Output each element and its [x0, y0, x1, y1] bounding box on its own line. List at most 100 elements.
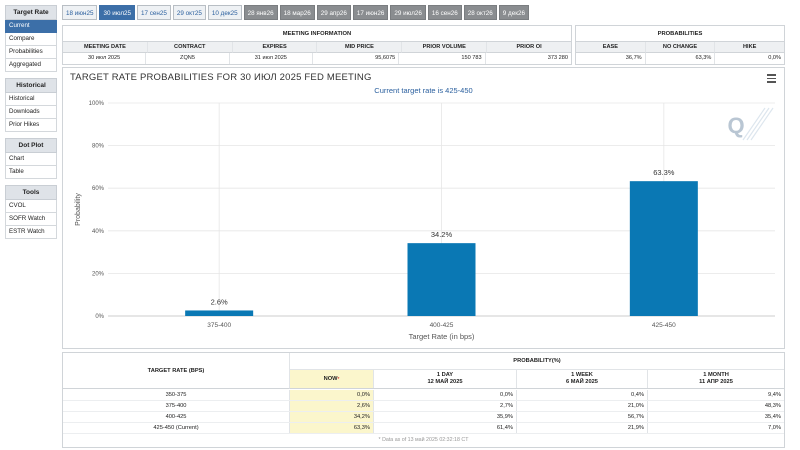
period-date: 6 МАЙ 2025	[566, 379, 598, 385]
probability-header: HIKE	[715, 42, 785, 53]
one-day-probability-cell: 2,7%	[374, 401, 517, 411]
meeting-info-value: ZQN5	[146, 53, 230, 64]
hamburger-menu-icon[interactable]	[767, 74, 776, 83]
sidebar-item[interactable]: Probabilities	[5, 46, 57, 59]
sidebar-item[interactable]: CVOL	[5, 200, 57, 213]
sidebar-item[interactable]: Compare	[5, 33, 57, 46]
sidebar-item[interactable]: ESTR Watch	[5, 226, 57, 239]
period-date: 12 МАЙ 2025	[427, 379, 463, 385]
now-probability-cell: 2,6%	[290, 401, 374, 411]
meeting-info-value: 150 783	[399, 53, 486, 64]
meeting-tab[interactable]: 16 сен26	[427, 5, 462, 20]
meeting-info-header: MEETING DATE	[63, 42, 148, 53]
target-rate-cell: 400-425	[63, 412, 290, 422]
probability-header: NO CHANGE	[645, 42, 716, 53]
meeting-info-header: PRIOR VOLUME	[402, 42, 488, 53]
period-label: 1 WEEK	[571, 372, 593, 378]
bar[interactable]	[185, 310, 254, 316]
meeting-tab[interactable]: 18 июн25	[62, 5, 98, 20]
data-timestamp-footnote: * Data as of 13 май 2025 02:32:18 CT	[378, 437, 469, 443]
sidebar-group-title: Historical	[5, 78, 57, 93]
meeting-tab[interactable]: 29 окт25	[172, 5, 206, 20]
sidebar-item[interactable]: SOFR Watch	[5, 213, 57, 226]
meeting-tab[interactable]: 18 мар26	[279, 5, 315, 20]
watermark-stripe	[746, 107, 770, 141]
y-axis-label: Probability	[75, 193, 82, 226]
meeting-information-table: MEETING INFORMATION MEETING DATE CONTRACT…	[62, 25, 572, 65]
meeting-info-value: 30 июл 2025	[63, 53, 147, 64]
table-row: 400-425 34,2% 35,9% 56,7% 35,4%	[63, 412, 784, 423]
sidebar-item[interactable]: Downloads	[5, 106, 57, 119]
one-day-probability-cell: 35,9%	[374, 412, 517, 422]
x-tick-label: 425-450	[652, 322, 676, 329]
sidebar-group-title: Tools	[5, 185, 57, 200]
period-date: 11 АПР 2025	[699, 379, 733, 385]
sidebar-group: Tools CVOL SOFR Watch ESTR Watch	[5, 185, 57, 239]
probability-group-header: PROBABILITY(%)	[290, 353, 784, 370]
meeting-tab[interactable]: 28 окт26	[463, 5, 497, 20]
table-row: 425-450 (Current) 63,3% 61,4% 21,9% 7,0%	[63, 423, 784, 434]
meeting-information-title: MEETING INFORMATION	[63, 26, 571, 42]
table-row: 375-400 2,6% 2,7% 21,0% 48,3%	[63, 401, 784, 412]
bar-data-label: 63.3%	[653, 168, 675, 177]
probability-value: 36,7%	[576, 53, 646, 64]
one-week-probability-cell: 21,0%	[517, 401, 648, 411]
period-header: 1 WEEK 6 МАЙ 2025	[517, 370, 648, 388]
meeting-tab[interactable]: 9 дек26	[498, 5, 529, 20]
sidebar-group: Target Rate Current Compare Probabilities Ag…	[5, 5, 57, 72]
now-header: NOW *	[290, 370, 374, 388]
y-tick-label: 60%	[92, 186, 105, 192]
sidebar-item[interactable]: Current	[5, 20, 57, 33]
x-axis-label: Target Rate (in bps)	[409, 332, 475, 341]
meeting-tab[interactable]: 17 июн26	[352, 5, 389, 20]
meeting-tab[interactable]: 17 сен25	[137, 5, 171, 20]
period-header: 1 MONTH 11 АПР 2025	[648, 370, 784, 388]
sidebar-item[interactable]: Chart	[5, 153, 57, 166]
probability-value: 0,0%	[768, 55, 782, 61]
meeting-tab[interactable]: 29 июл26	[390, 5, 426, 20]
meeting-tab[interactable]: 29 апр26	[316, 5, 351, 20]
chart-panel: Q 0% 20% 40% 60% 80% 100% 2.6% 375-400 34.2% 400-4…	[62, 67, 785, 349]
sidebar-item[interactable]: Table	[5, 166, 57, 179]
sidebar: Target Rate Current Compare Probabilities Ag…	[5, 5, 57, 245]
bar[interactable]	[407, 243, 476, 316]
chart-title: TARGET RATE PROBABILITIES FOR 30 ИЮЛ 202…	[70, 72, 372, 83]
one-day-probability-cell: 61,4%	[374, 423, 517, 433]
bar[interactable]	[629, 181, 698, 316]
one-week-probability-cell: 21,9%	[517, 423, 648, 433]
now-probability-cell: 0,0%	[290, 390, 374, 400]
meeting-tab[interactable]: 28 янв26	[243, 5, 278, 20]
sidebar-group: Dot Plot Chart Table	[5, 138, 57, 179]
meeting-info-header: CONTRACT	[147, 42, 233, 53]
now-probability-cell: 34,2%	[290, 412, 374, 422]
bar-data-label: 2.6%	[211, 297, 228, 306]
sidebar-group-title: Dot Plot	[5, 138, 57, 153]
probability-value: 63,3%	[646, 53, 716, 64]
probability-chart: Q 0% 20% 40% 60% 80% 100% 2.6% 375-400 34.2% 400-4…	[75, 101, 775, 341]
meeting-info-header: MID PRICE	[317, 42, 403, 53]
table-row: 350-375 0,0% 0,0% 0,4% 9,4%	[63, 390, 784, 401]
meeting-info-value: 373 280	[547, 55, 568, 61]
target-rate-cell: 350-375	[63, 390, 290, 400]
x-tick-label: 400-425	[430, 322, 454, 329]
target-rate-cell: 425-450 (Current)	[63, 423, 290, 433]
one-week-probability-cell: 0,4%	[517, 390, 648, 400]
sidebar-item[interactable]: Prior Hikes	[5, 119, 57, 132]
now-footnote-marker: *	[337, 376, 340, 382]
bar-data-label: 34.2%	[431, 230, 453, 239]
meeting-tab[interactable]: 30 июл25	[99, 5, 136, 20]
sidebar-item[interactable]: Aggregated	[5, 59, 57, 72]
y-tick-label: 0%	[95, 314, 104, 320]
target-rate-cell: 375-400	[63, 401, 290, 411]
one-month-probability-cell: 9,4%	[768, 392, 781, 398]
probabilities-summary-table: PROBABILITIES EASE NO CHANGE HIKE 36,7% 63,…	[575, 25, 785, 65]
meeting-info-header: PRIOR OI	[487, 42, 571, 53]
meeting-info-value: 31 июл 2025	[230, 53, 313, 64]
one-month-probability-cell: 35,4%	[764, 414, 781, 420]
period-label: 1 DAY	[436, 372, 454, 378]
meeting-info-value: 95,6075	[313, 53, 400, 64]
probability-subheader-row: NOW * 1 DAY 12 МАЙ 2025 1 WEEK 6 МАЙ 2025 1 MO…	[290, 370, 784, 389]
probability-header: EASE	[576, 42, 646, 53]
meeting-tab[interactable]: 10 дек25	[207, 5, 242, 20]
sidebar-item[interactable]: Historical	[5, 93, 57, 106]
